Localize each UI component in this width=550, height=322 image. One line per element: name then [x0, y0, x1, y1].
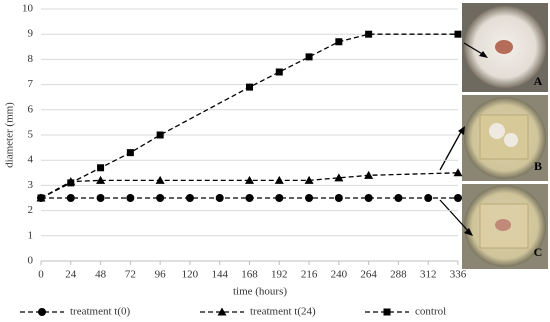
marker	[305, 194, 314, 202]
marker	[304, 175, 314, 184]
legend-label: control	[415, 306, 446, 318]
photo-label: C	[534, 245, 543, 259]
marker	[335, 38, 343, 46]
photo-label: B	[534, 159, 542, 173]
x-tick-label: 48	[95, 269, 107, 281]
marker	[245, 194, 254, 202]
x-tick-label: 216	[301, 269, 318, 281]
x-tick-label: 72	[125, 269, 136, 281]
paper	[479, 114, 529, 160]
x-tick-label: 96	[155, 269, 167, 281]
marker	[394, 194, 403, 202]
marker	[365, 30, 373, 38]
y-tick-label: 7	[28, 78, 34, 90]
x-axis-title: time (hours)	[233, 286, 287, 298]
y-tick-label: 9	[28, 28, 34, 40]
photo-label: A	[534, 74, 543, 88]
marker	[37, 194, 45, 202]
marker	[96, 194, 105, 202]
marker	[97, 164, 105, 172]
x-tick-label: 24	[65, 269, 77, 281]
x-tick-label: 192	[271, 269, 288, 281]
marker	[215, 194, 224, 202]
legend-marker	[217, 307, 227, 316]
x-tick-label: 336	[450, 269, 467, 281]
marker	[245, 175, 254, 184]
y-tick-label: 5	[28, 129, 34, 141]
marker	[274, 175, 284, 184]
marker	[66, 194, 75, 202]
series-line	[40, 33, 458, 199]
y-tick-label: 0	[28, 255, 34, 267]
plot	[36, 8, 463, 265]
marker	[126, 194, 135, 202]
marker	[156, 131, 164, 139]
y-tick-label: 3	[28, 179, 34, 191]
marker	[305, 53, 313, 61]
legend-label: treatment t(24)	[250, 306, 316, 318]
arrow	[439, 129, 463, 171]
y-axis-title: diameter (mm)	[4, 102, 16, 168]
y-tick-label: 10	[22, 3, 34, 15]
marker	[453, 168, 463, 177]
colony	[495, 219, 511, 231]
marker	[334, 173, 344, 182]
marker	[126, 149, 134, 157]
marker	[334, 194, 343, 202]
marker	[67, 179, 75, 187]
legend-label: treatment t(0)	[70, 306, 131, 318]
y-tick-label: 4	[28, 154, 34, 166]
x-tick-label: 240	[331, 269, 348, 281]
arrow-head	[464, 228, 473, 236]
colony	[495, 40, 513, 54]
marker	[155, 175, 165, 184]
marker	[364, 194, 373, 202]
marker	[454, 194, 462, 202]
marker	[364, 170, 374, 179]
y-tick-label: 2	[28, 204, 34, 216]
x-tick-label: 312	[420, 269, 437, 281]
arrow-head	[479, 51, 488, 58]
y-tick-label: 8	[28, 53, 34, 65]
y-tick-label: 1	[28, 229, 34, 241]
x-tick-label: 144	[211, 269, 228, 281]
x-tick-label: 168	[241, 269, 258, 281]
legend-marker	[38, 308, 46, 316]
colony	[489, 123, 505, 139]
colony	[504, 133, 518, 147]
y-tick-label: 6	[28, 103, 34, 115]
x-tick-label: 0	[38, 269, 44, 281]
marker	[454, 30, 462, 38]
marker	[246, 83, 253, 91]
x-tick-label: 120	[182, 269, 199, 281]
arrow-head	[458, 126, 465, 135]
x-tick-label: 288	[390, 269, 407, 281]
marker	[424, 194, 433, 202]
marker	[275, 194, 284, 202]
arrow	[439, 199, 471, 234]
series-line	[40, 172, 459, 199]
marker	[185, 194, 194, 202]
marker	[156, 194, 165, 202]
photos	[439, 3, 548, 269]
marker	[96, 175, 106, 184]
marker	[275, 68, 283, 76]
x-tick-label: 264	[360, 269, 377, 281]
legend-marker	[383, 308, 391, 316]
arrow	[463, 42, 485, 56]
